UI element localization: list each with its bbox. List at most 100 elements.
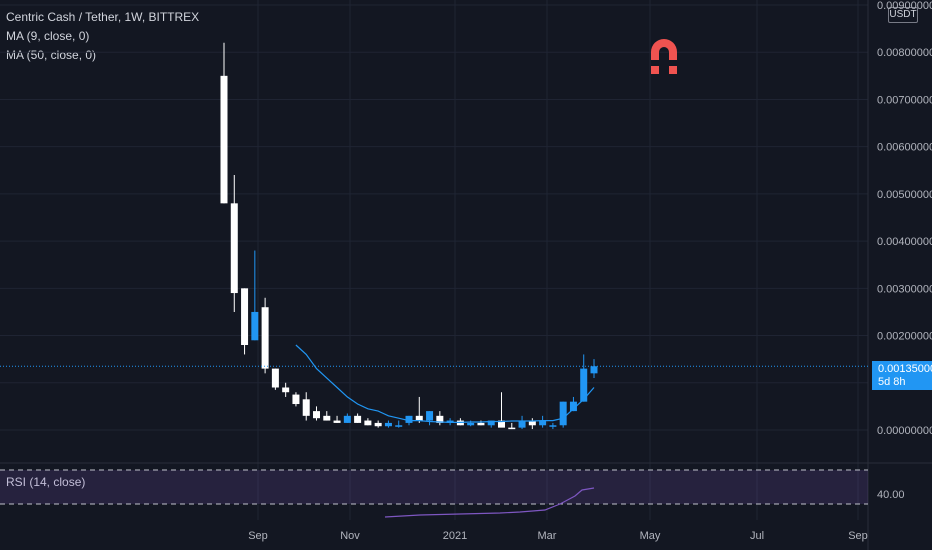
y-tick-label: 0.00800000 <box>877 47 932 59</box>
rsi-line <box>384 487 595 518</box>
candle <box>313 406 320 421</box>
candle-body <box>569 401 577 412</box>
y-tick-label: 0.00200000 <box>877 331 932 343</box>
candle-body <box>549 425 557 427</box>
y-tick-label: 0.00700000 <box>877 94 932 106</box>
candle-body <box>528 420 536 426</box>
candle-body <box>364 420 372 426</box>
candle-body <box>415 415 423 421</box>
candle-body <box>487 420 495 426</box>
candle <box>230 175 238 312</box>
candle <box>508 422 516 430</box>
candle-body <box>590 366 598 374</box>
candle <box>498 392 505 428</box>
candle <box>282 382 290 397</box>
candles <box>220 42 598 430</box>
rsi-label[interactable]: RSI (14, close) <box>6 475 85 489</box>
symbol-title[interactable]: Centric Cash / Tether, 1W, BITTREX <box>6 10 200 24</box>
countdown-label: 5d 8h <box>878 376 906 388</box>
last-price-value: 0.00135000 <box>878 363 932 375</box>
candle-body <box>446 420 454 423</box>
candle-body <box>477 422 485 426</box>
x-tick-label: Jul <box>750 530 764 542</box>
candle-body <box>271 368 279 388</box>
candle <box>354 413 362 423</box>
candle <box>333 415 341 423</box>
candle-body <box>343 415 351 423</box>
candle-body <box>508 427 516 430</box>
candle-body <box>436 415 444 423</box>
candle <box>241 288 249 355</box>
y-tick-label: 0.00400000 <box>877 236 932 248</box>
x-tick-label: Mar <box>538 530 557 542</box>
candle-body <box>374 422 382 427</box>
candle-body <box>498 420 505 428</box>
candle-body <box>559 401 567 426</box>
rsi-value-label: 40.00 <box>877 489 905 501</box>
x-tick-label: Nov <box>340 530 360 542</box>
candle-body <box>292 394 300 405</box>
y-tick-label: 0.00000000 <box>877 425 932 437</box>
candle <box>271 368 279 390</box>
candle <box>426 411 434 426</box>
candle <box>580 354 588 402</box>
candle-body <box>323 415 331 421</box>
candle <box>518 415 526 430</box>
candle-body <box>241 288 249 345</box>
candle <box>302 392 310 421</box>
candle-body <box>261 307 269 369</box>
candle-body <box>580 368 588 402</box>
candle-body <box>354 415 362 423</box>
candle <box>292 392 300 407</box>
y-tick-label: 0.00500000 <box>877 189 932 201</box>
candle-body <box>384 422 392 427</box>
candle-body <box>333 420 341 423</box>
x-tick-label: Sep <box>248 530 268 542</box>
candle <box>539 415 547 428</box>
candle-body <box>302 399 310 416</box>
chart-legend: Centric Cash / Tether, 1W, BITTREX MA (9… <box>6 8 199 65</box>
candle <box>220 42 228 204</box>
y-tick-label: 0.00900000 <box>877 0 932 12</box>
candle <box>251 250 259 341</box>
price-unit-label[interactable]: USDT <box>888 7 918 23</box>
candle-body <box>426 411 434 421</box>
y-tick-label: 0.00600000 <box>877 142 932 154</box>
candle-body <box>518 420 526 428</box>
candle <box>436 411 444 426</box>
candle <box>395 420 403 428</box>
ma-line <box>295 344 595 423</box>
candle <box>559 401 567 428</box>
candle <box>323 411 331 421</box>
candle-body <box>251 311 259 341</box>
ma-9-label[interactable]: MA (9, close, 0) <box>6 29 90 43</box>
x-tick-label: 2021 <box>443 530 467 542</box>
last-price-badge: 0.00135000 5d 8h <box>872 361 932 390</box>
candle-body <box>395 425 403 427</box>
ma-50-label[interactable]: MA (50, close, 0) <box>6 48 97 62</box>
candle <box>364 418 372 426</box>
candle-body <box>220 75 228 204</box>
candle-body <box>313 411 320 419</box>
candle <box>446 418 454 426</box>
candle-body <box>230 203 238 294</box>
candle <box>528 418 536 430</box>
x-tick-label: May <box>640 530 661 542</box>
y-tick-label: 0.00300000 <box>877 283 932 295</box>
candle-body <box>467 422 475 426</box>
rsi-band <box>0 470 868 504</box>
x-tick-label: Sep <box>848 530 868 542</box>
candle <box>415 396 423 423</box>
candle <box>477 420 485 426</box>
candle-body <box>405 415 413 423</box>
candle <box>343 413 351 423</box>
candle <box>261 297 269 374</box>
candle-body <box>539 420 547 426</box>
moving-average <box>0 344 868 423</box>
magnet-icon[interactable] <box>651 39 677 74</box>
candle <box>590 359 598 379</box>
candle <box>384 420 392 428</box>
time-axis: Sep Nov 2021 Mar May Jul Sep <box>248 530 868 542</box>
